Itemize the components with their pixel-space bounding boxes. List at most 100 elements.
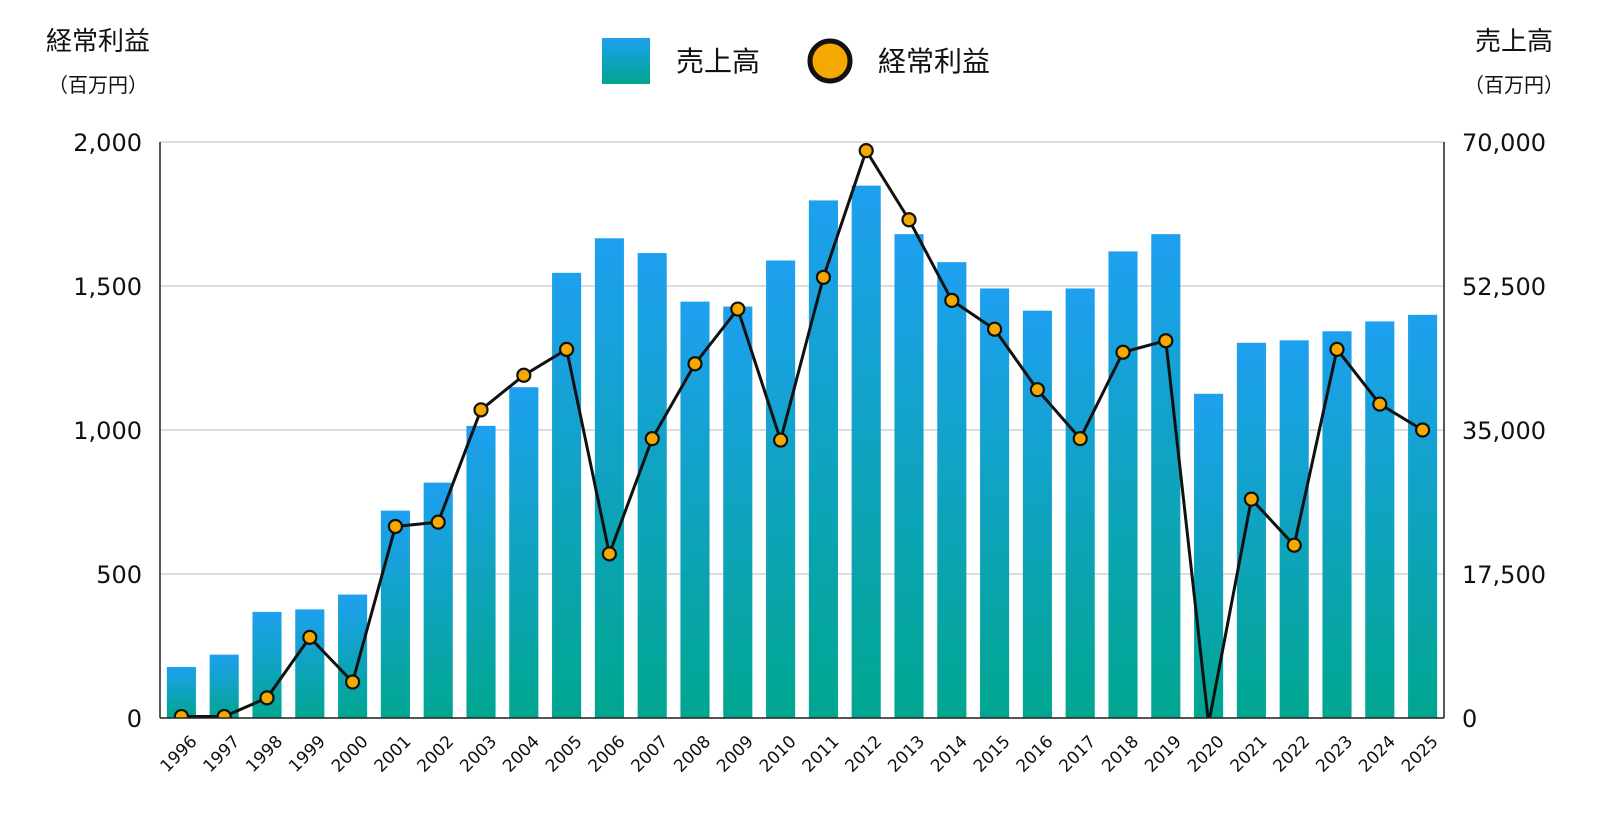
legend-dot-marker — [807, 38, 853, 84]
bar-1997 — [209, 654, 239, 718]
profit-point-2006 — [601, 546, 618, 562]
bar-2013 — [894, 234, 924, 718]
profit-point-2004 — [516, 367, 532, 383]
right-tick-labels: 0 17,500 35,000 52,500 70,000 — [1462, 129, 1546, 733]
x-tick-label: 2004 — [499, 732, 544, 777]
x-tick-label: 2023 — [1312, 732, 1357, 777]
x-tick-label: 2009 — [713, 732, 758, 777]
legend: 売上高 経常利益 — [602, 38, 990, 84]
profit-point-2015 — [986, 321, 1003, 337]
bar-2001 — [380, 510, 410, 718]
x-tick-label: 2025 — [1398, 732, 1443, 777]
x-tick-label: 1999 — [285, 732, 330, 777]
bar-2005 — [552, 272, 582, 718]
profit-point-2008 — [687, 356, 703, 372]
bar-2010 — [766, 260, 796, 718]
x-tick-label: 2012 — [841, 732, 886, 777]
profit-point-2012 — [858, 143, 874, 159]
x-tick-label: 2022 — [1269, 732, 1314, 777]
left-tick-label: 2,000 — [73, 129, 142, 157]
profit-point-2010 — [772, 432, 789, 448]
bar-2006 — [594, 238, 624, 718]
right-tick-label: 35,000 — [1462, 417, 1546, 445]
bar-2015 — [980, 288, 1010, 718]
profit-point-2007 — [644, 431, 660, 447]
profit-point-1998 — [259, 690, 275, 706]
profit-point-2002 — [430, 514, 446, 530]
left-tick-label: 0 — [127, 705, 142, 733]
x-tick-label: 2010 — [756, 732, 801, 777]
bar-2021 — [1236, 342, 1266, 718]
x-tick-label: 1997 — [199, 732, 244, 777]
bar-2018 — [1108, 251, 1138, 718]
profit-point-2009 — [730, 301, 746, 317]
left-tick-label: 1,500 — [73, 273, 142, 301]
right-tick-label: 0 — [1462, 705, 1477, 733]
profit-line — [181, 149, 1424, 718]
right-tick-label: 70,000 — [1462, 129, 1546, 157]
legend-label-sales: 売上高 — [676, 45, 760, 78]
left-tick-label: 1,000 — [73, 417, 142, 445]
profit-point-1996 — [173, 708, 189, 718]
right-tick-label: 17,500 — [1462, 561, 1546, 589]
profit-point-2022 — [1286, 537, 1302, 553]
axes — [159, 142, 1445, 719]
x-tick-label: 2008 — [670, 732, 715, 777]
bar-2012 — [851, 185, 881, 718]
line-series — [173, 143, 1431, 718]
right-tick-label: 52,500 — [1462, 273, 1546, 301]
legend-label-ordinary-profit: 経常利益 — [878, 45, 990, 78]
bar-1999 — [295, 609, 325, 718]
x-tick-label: 2003 — [456, 732, 501, 777]
bar-2007 — [637, 253, 667, 718]
bar-2025 — [1408, 314, 1438, 718]
left-tick-label: 500 — [96, 561, 142, 589]
bar-2009 — [723, 306, 753, 718]
profit-point-2005 — [558, 341, 575, 357]
profit-point-2014 — [944, 292, 960, 308]
bar-2000 — [338, 594, 368, 718]
right-axis-unit: （百万円） — [1464, 73, 1564, 97]
left-axis-unit: （百万円） — [48, 73, 148, 97]
x-tick-label: 2019 — [1141, 732, 1186, 777]
x-tick-label: 1996 — [157, 732, 202, 777]
profit-point-2024 — [1372, 396, 1388, 412]
x-tick-label: 2007 — [627, 732, 672, 777]
bar-2017 — [1065, 288, 1095, 718]
profit-point-2021 — [1243, 491, 1260, 507]
x-tick-label: 2013 — [884, 732, 929, 777]
profit-point-2017 — [1072, 431, 1088, 447]
x-tick-label: 2011 — [799, 732, 844, 777]
x-tick-label: 1998 — [242, 732, 287, 777]
x-tick-label: 2005 — [542, 732, 587, 777]
bar-2024 — [1365, 321, 1395, 718]
x-tick-label: 2002 — [413, 732, 458, 777]
x-tick-label: 2021 — [1227, 732, 1272, 777]
x-tick-label: 2024 — [1355, 732, 1400, 777]
bar-2022 — [1279, 340, 1309, 718]
bar-2020 — [1194, 393, 1224, 718]
bar-2019 — [1151, 234, 1181, 718]
profit-point-2019 — [1158, 333, 1174, 349]
x-tick-label: 2015 — [970, 732, 1015, 777]
bar-2016 — [1022, 310, 1052, 718]
profit-point-2016 — [1029, 382, 1046, 398]
x-tick-label: 2016 — [1013, 732, 1058, 777]
profit-point-2011 — [815, 269, 832, 285]
x-tick-label: 2014 — [927, 732, 972, 777]
left-axis-title: 経常利益 — [46, 27, 150, 57]
right-axis-title: 売上高 — [1475, 27, 1553, 57]
profit-point-2001 — [387, 518, 403, 535]
left-tick-labels: 0 500 1,000 1,500 2,000 — [73, 129, 142, 733]
profit-point-2023 — [1329, 341, 1345, 357]
profit-point-1997 — [216, 708, 232, 718]
profit-point-2018 — [1115, 344, 1131, 360]
profit-point-2025 — [1414, 422, 1431, 438]
x-tick-label: 2020 — [1184, 732, 1229, 777]
profit-point-2003 — [473, 402, 489, 418]
bar-2011 — [808, 200, 838, 718]
bar-2004 — [509, 387, 539, 718]
x-tick-label: 2017 — [1055, 732, 1100, 777]
bar-2003 — [466, 425, 496, 718]
